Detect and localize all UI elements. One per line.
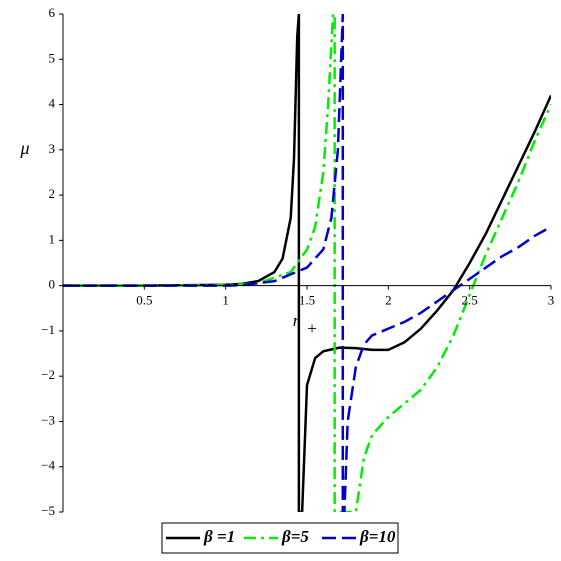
legend-label: β =1 — [203, 527, 235, 546]
y-tick-label: 0 — [49, 277, 56, 292]
x-axis-label: r — [293, 311, 300, 330]
y-tick-label: 3 — [49, 141, 56, 156]
y-tick-label: 6 — [49, 5, 56, 20]
y-tick-label: −1 — [41, 322, 55, 337]
y-axis-label: μ — [19, 138, 29, 158]
legend-label: β=10 — [359, 527, 396, 546]
series-line — [63, 14, 551, 512]
y-tick-label: 1 — [49, 231, 56, 246]
x-tick-label: 1 — [222, 293, 229, 308]
legend-box — [161, 522, 399, 554]
x-tick-label: 2.5 — [462, 293, 478, 308]
x-tick-label: 1.5 — [299, 293, 315, 308]
x-tick-label: 2 — [385, 293, 392, 308]
x-tick-label: 0.5 — [136, 293, 152, 308]
y-tick-label: −3 — [41, 412, 55, 427]
y-tick-label: −5 — [41, 503, 55, 518]
series-line — [63, 14, 551, 512]
x-axis-label-subscript: + — [307, 319, 317, 338]
x-tick-label: 3 — [548, 293, 555, 308]
y-tick-label: −2 — [41, 367, 55, 382]
y-tick-label: −4 — [41, 458, 55, 473]
plot-area — [63, 14, 551, 512]
series-line — [63, 14, 551, 512]
legend-label: β=5 — [281, 527, 309, 546]
y-tick-label: 4 — [49, 96, 56, 111]
y-tick-label: 2 — [49, 186, 56, 201]
y-tick-label: 5 — [49, 50, 56, 65]
